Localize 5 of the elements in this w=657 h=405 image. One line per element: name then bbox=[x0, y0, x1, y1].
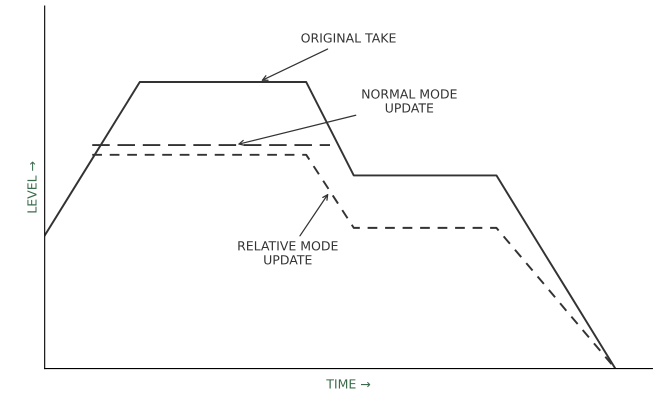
y-axis-title: LEVEL → bbox=[27, 162, 37, 212]
series-label: RELATIVE MODE UPDATE bbox=[238, 241, 338, 265]
x-axis-title: TIME → bbox=[326, 379, 370, 388]
text: NORMAL MODE UPDATE bbox=[362, 89, 457, 113]
text: ORIGINAL TAKE bbox=[301, 33, 396, 43]
